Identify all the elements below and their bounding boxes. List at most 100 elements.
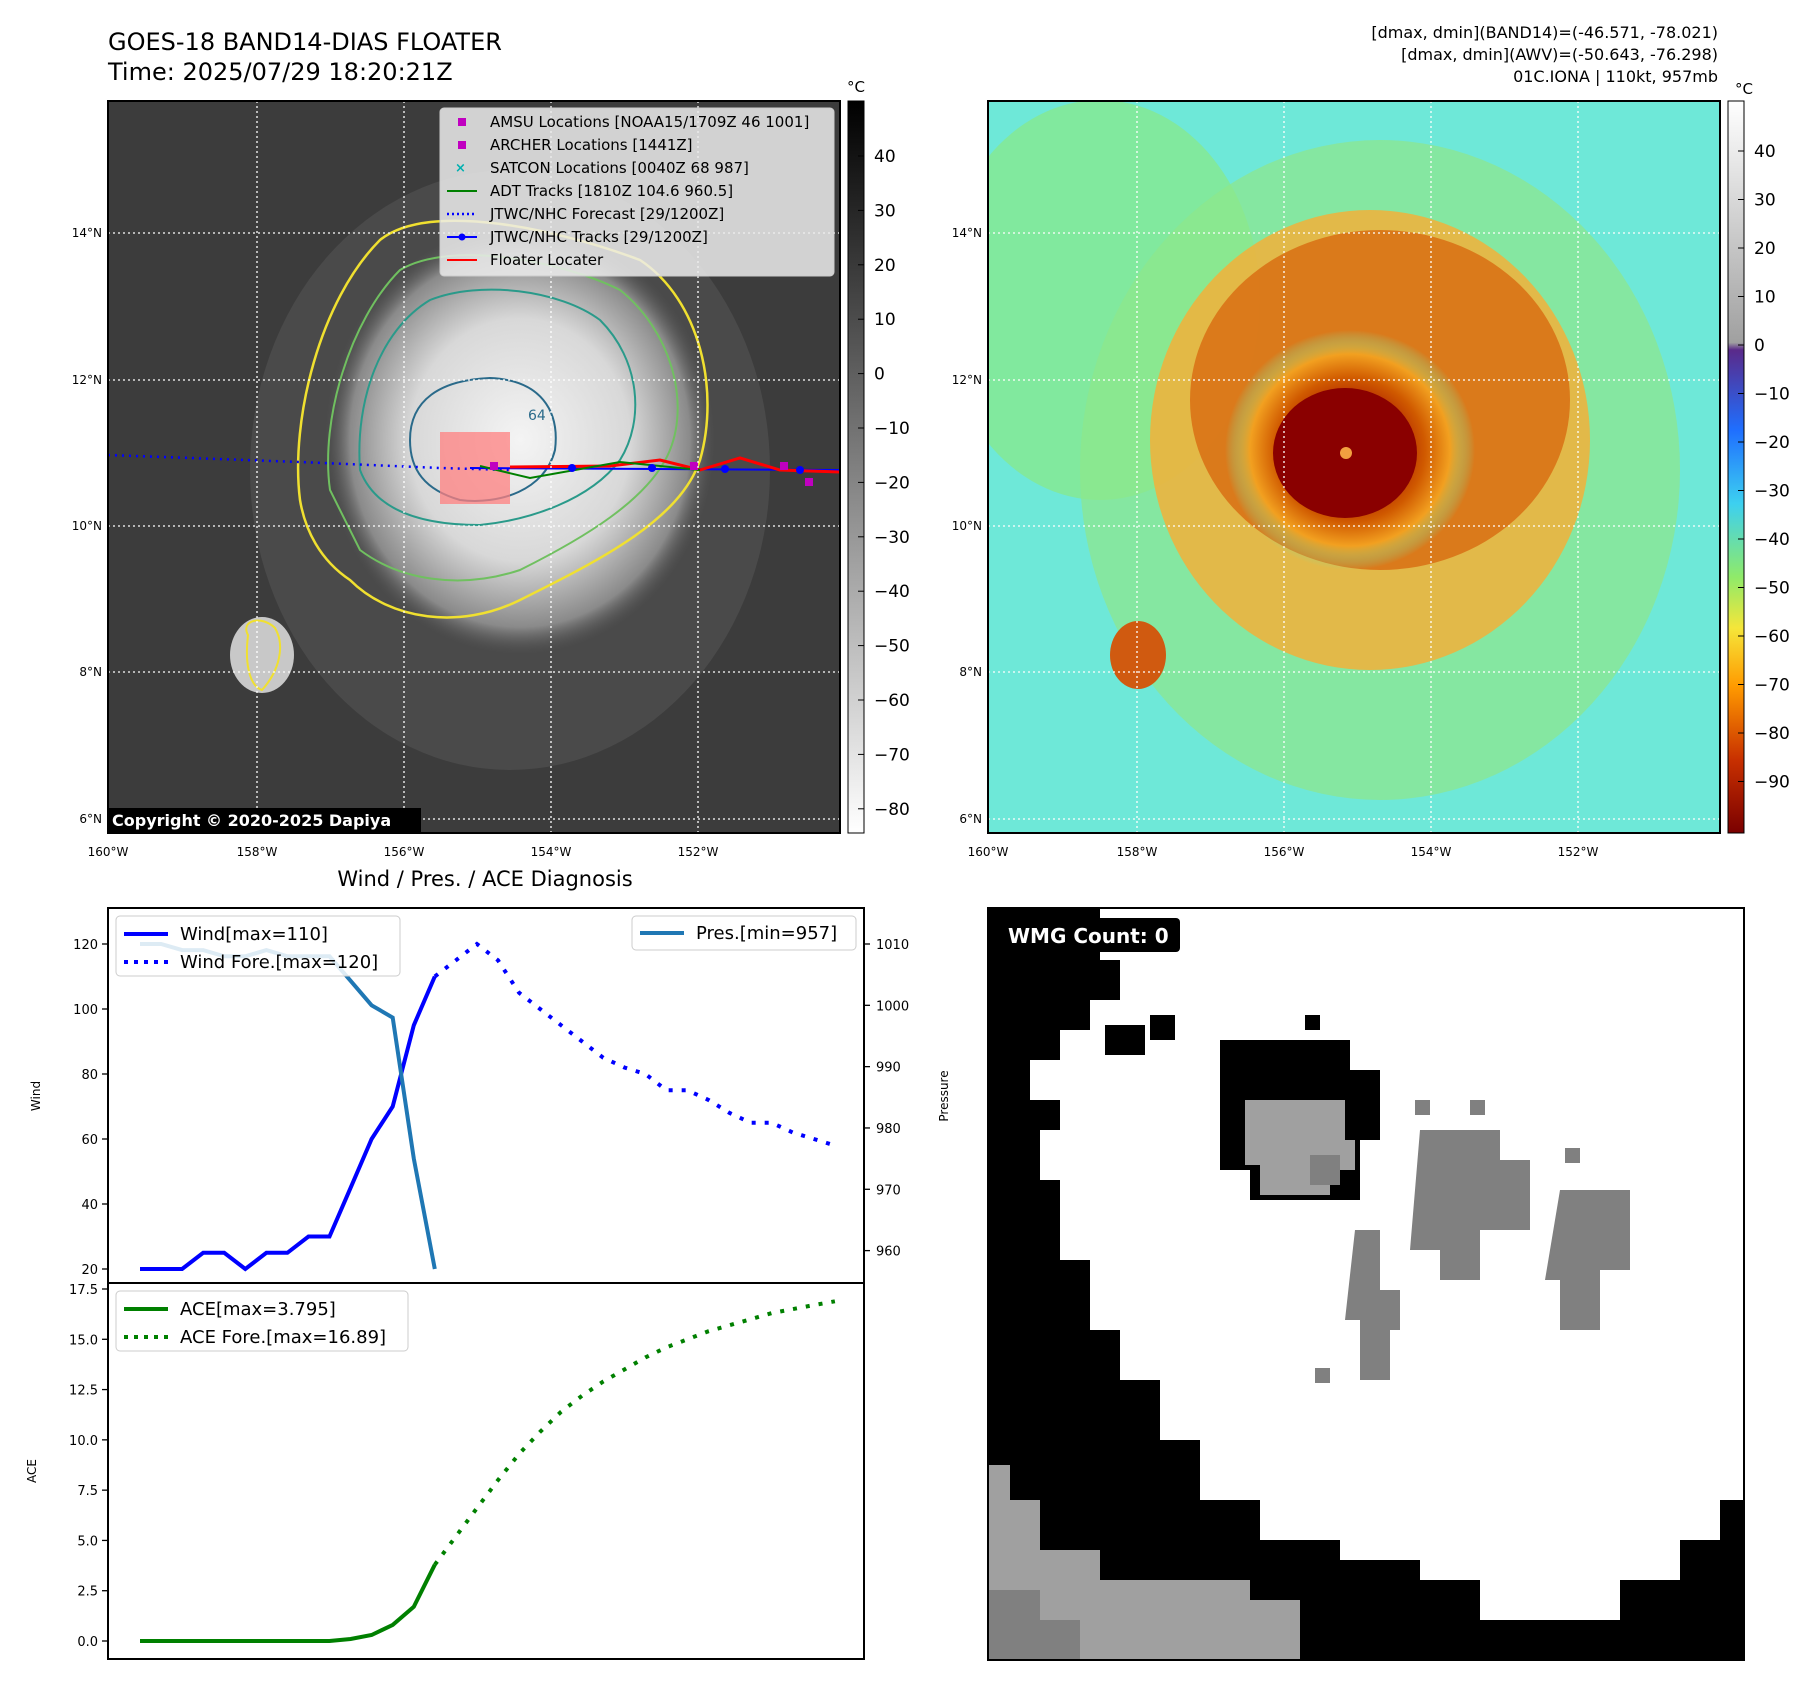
ir-colorbar-tick: −30 [874, 528, 910, 548]
ir-storm-core [320, 220, 720, 660]
awv-colorbar-tick: 40 [1754, 142, 1776, 162]
ir-lat-label: 14°N [72, 226, 102, 240]
awv-colorbar-tick: 30 [1754, 191, 1776, 211]
pressure-tick-label: 960 [876, 1245, 901, 1260]
ace-tick-label: 10.0 [69, 1434, 98, 1449]
ir-colorbar-tick: 10 [874, 310, 896, 330]
awv-colorbar-tick: −10 [1754, 385, 1790, 405]
ir-contour-green [327, 254, 679, 582]
legend-tracks: JTWC/NHC Tracks [29/1200Z] [489, 228, 708, 246]
awv-lon-labels: 160°W 158°W 156°W 154°W 152°W [968, 845, 1599, 859]
awv-lat-label: 8°N [959, 665, 982, 679]
ace-tick-label: 15.0 [69, 1333, 98, 1348]
legend-forecast: JTWC/NHC Forecast [29/1200Z] [489, 205, 724, 223]
amsu-markers [490, 462, 813, 486]
ace-axis-label: ACE [25, 1459, 39, 1483]
awv-lon-label: 152°W [1558, 845, 1599, 859]
pressure-legend-label: Pres.[min=957] [696, 923, 837, 944]
ir-colorbar-tick: 0 [874, 365, 885, 385]
ir-contour-teal [358, 288, 637, 527]
wind-legend [115, 915, 401, 977]
awv-lat-label: 14°N [952, 226, 982, 240]
satcon-legend-marker: × [455, 161, 466, 176]
ir-colorbar-tick: −40 [874, 582, 910, 602]
awv-lat-label: 12°N [952, 373, 982, 387]
ir-colorbar-unit: °C [847, 78, 865, 96]
ir-colorbar-tick: −20 [874, 473, 910, 493]
wind-fore-legend-label: Wind Fore.[max=120] [180, 952, 378, 973]
ace-tick-label: 12.5 [69, 1384, 98, 1399]
ir-lon-label: 158°W [237, 845, 278, 859]
ir-lat-labels: 14°N 12°N 10°N 8°N 6°N [72, 226, 102, 826]
ace-tick-label: 7.5 [77, 1484, 98, 1499]
awv-lat-label: 10°N [952, 519, 982, 533]
awv-lon-label: 156°W [1264, 845, 1305, 859]
wind-axis-label: Wind [29, 1081, 43, 1111]
ir-legend: × AMSU Locations [NOAA15/1709Z 46 1001] … [439, 107, 835, 277]
pressure-axis-label: Pressure [937, 1070, 951, 1121]
ace-tick-label: 17.5 [69, 1283, 98, 1298]
band14-range: [dmax, dmin](BAND14)=(-46.571, -78.021) [1371, 23, 1718, 42]
ace-fore-legend-label: ACE Fore.[max=16.89] [180, 1327, 386, 1348]
awv-colorbar-ticks: 40 30 20 10 0 −10 −20 −30 −40 −50 −60 −70 −80 −90 [1738, 142, 1790, 793]
wmg-count-box [1000, 918, 1180, 952]
awv-colorbar-tick: 0 [1754, 336, 1765, 356]
ir-colorbar-tick: 20 [874, 256, 896, 276]
ir-colorbar-tick: −80 [874, 800, 910, 820]
figure-time: Time: 2025/07/29 18:20:21Z [107, 58, 453, 86]
amsu-legend-marker [458, 118, 466, 126]
awv-colorbar-tick: −20 [1754, 433, 1790, 453]
ace-legend [115, 1290, 409, 1352]
awv-lat-label: 6°N [959, 812, 982, 826]
wind-tick-label: 100 [73, 1003, 98, 1018]
ir-lon-labels: 160°W 158°W 156°W 154°W 152°W [88, 845, 719, 859]
awv-map-panel: 14°N 12°N 10°N 8°N 6°N 160°W 158°W 156°W… [952, 80, 1790, 859]
storm-info: 01C.IONA | 110kt, 957mb [1513, 67, 1718, 86]
ir-colorbar [847, 100, 865, 834]
awv-colorbar-tick: −40 [1754, 530, 1790, 550]
ir-lon-label: 154°W [531, 845, 572, 859]
awv-colorbar-tick: −90 [1754, 773, 1790, 793]
awv-eye [1340, 447, 1352, 459]
awv-colorbar-tick: 10 [1754, 288, 1776, 308]
wmg-frame [987, 907, 1745, 1661]
wind-legend-label: Wind[max=110] [180, 924, 328, 945]
wind-pressure-chart: Wind Pressure 20 40 60 80 100 120 960 970 980 99… [29, 907, 951, 1284]
ir-colorbar-tick: 40 [874, 147, 896, 167]
wind-tick-label: 80 [81, 1068, 98, 1083]
ir-map-frame [107, 100, 841, 834]
figure-title: GOES-18 BAND14-DIAS FLOATER [108, 28, 502, 56]
ace-legend-label: ACE[max=3.795] [180, 1299, 336, 1320]
ir-lon-label: 156°W [384, 845, 425, 859]
pressure-tick-label: 990 [876, 1061, 901, 1076]
copyright-text: Copyright © 2020-2025 Dapiya [112, 811, 391, 830]
legend-floater: Floater Locater [490, 251, 604, 269]
ir-contour-yellow [296, 219, 709, 619]
ir-colorbar-tick: −10 [874, 419, 910, 439]
awv-colorbar-tick: −70 [1754, 676, 1790, 696]
awv-small-cloud [1110, 621, 1166, 689]
ace-tick-label: 0.0 [77, 1635, 98, 1650]
awv-colorbar-unit: °C [1735, 80, 1753, 98]
wind-tick-label: 40 [81, 1198, 98, 1213]
wmg-panel: WMG Count: 0 [987, 907, 1745, 1661]
pressure-tick-label: 1010 [876, 938, 909, 953]
wind-series-line [140, 975, 437, 1272]
wind-tick-label: 20 [81, 1263, 98, 1278]
pressure-legend [631, 915, 857, 951]
ir-lat-label: 6°N [79, 812, 102, 826]
awv-colorbar-tick: −50 [1754, 579, 1790, 599]
awv-colorbar-tick: −80 [1754, 724, 1790, 744]
copyright-box [108, 808, 421, 832]
archer-legend-marker [458, 141, 466, 149]
pressure-tick-label: 970 [876, 1183, 901, 1198]
wind-tick-label: 60 [81, 1133, 98, 1148]
awv-map-frame [987, 100, 1721, 834]
ir-lat-label: 8°N [79, 665, 102, 679]
ace-tick-label: 2.5 [77, 1585, 98, 1600]
jtwc-track-points [568, 464, 804, 474]
ir-lat-label: 12°N [72, 373, 102, 387]
awv-gridlines [988, 101, 1720, 833]
awv-colorbar [1727, 100, 1745, 834]
